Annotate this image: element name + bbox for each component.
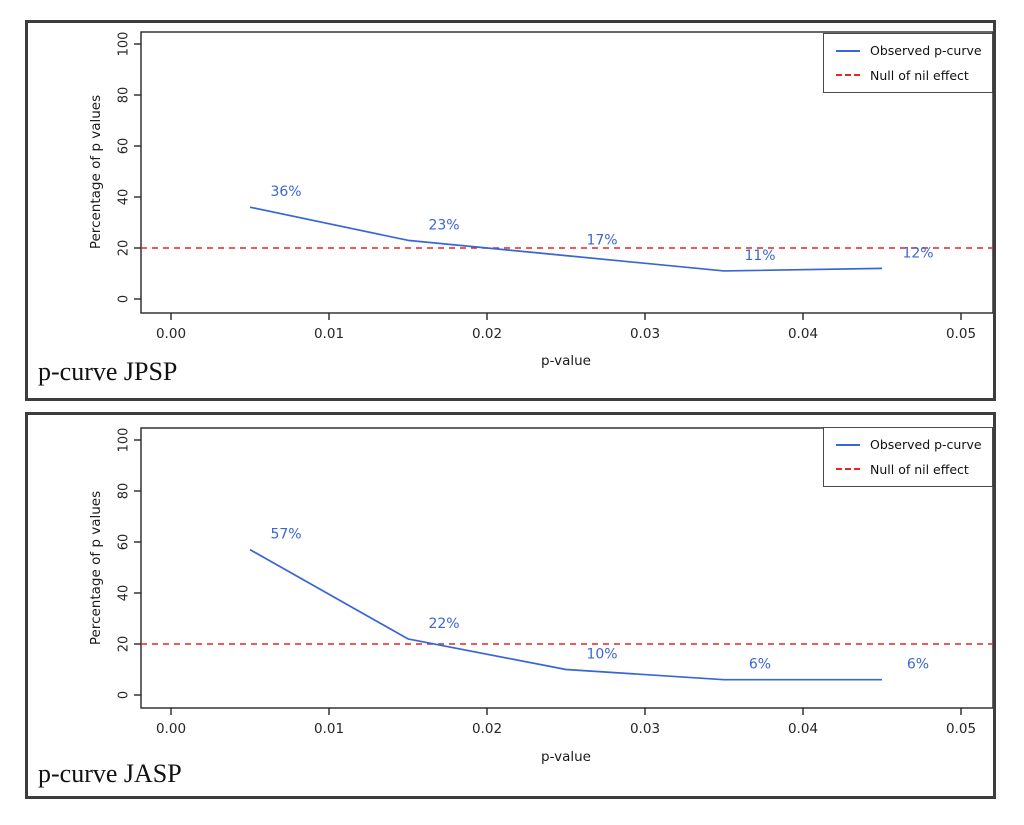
legend-item-null: Null of nil effect	[836, 68, 992, 83]
plot-box	[140, 427, 993, 709]
y-tick-label: 20	[117, 636, 132, 653]
x-tick-label: 0.03	[630, 326, 660, 342]
chart-panel-jasp: 0 20 40 60 80 100 0.00 0.01 0.02 0.03 0.04 0.05 57% 2…	[25, 412, 996, 799]
chart-panel-jpsp: 0 20 40 60 80 100 0.00 0.01 0.02 0.03 0.04 0.05 36% 2…	[25, 20, 996, 401]
data-point-label: 17%	[586, 233, 617, 249]
x-tick-label: 0.00	[156, 721, 186, 737]
x-tick-label: 0.05	[946, 326, 976, 342]
data-point-label: 23%	[428, 217, 459, 233]
x-tick-label: 0.02	[472, 721, 502, 737]
legend-item-observed: Observed p-curve	[836, 437, 992, 452]
x-tick-label: 0.01	[314, 326, 344, 342]
plot-box	[140, 31, 993, 314]
data-point-label: 36%	[270, 184, 301, 200]
data-point-label: 10%	[586, 647, 617, 663]
observed-p-curve-line	[249, 206, 883, 272]
x-axis-title: p-value	[541, 749, 591, 765]
legend-label-null: Null of nil effect	[870, 461, 969, 477]
null-line-swatch	[836, 468, 860, 471]
data-point-label: 22%	[428, 616, 459, 632]
y-tick-label: 100	[117, 32, 132, 57]
legend-label-observed: Observed p-curve	[870, 437, 982, 453]
p-curve-chart-jasp: 0 20 40 60 80 100 0.00 0.01 0.02 0.03 0.04 0.05 57% 2…	[117, 427, 993, 737]
data-point-label: 12%	[902, 245, 933, 261]
y-tick-label: 100	[117, 428, 132, 453]
x-tick-label: 0.04	[788, 326, 818, 342]
data-point-label: 11%	[744, 248, 775, 264]
y-tick-label: 60	[117, 138, 132, 155]
y-tick-label: 80	[117, 483, 132, 500]
x-tick-label: 0.02	[472, 326, 502, 342]
y-tick-label: 60	[117, 534, 132, 551]
y-tick-label: 0	[117, 295, 132, 303]
x-tick-label: 0.03	[630, 721, 660, 737]
observed-line-swatch	[836, 49, 860, 52]
y-tick-label: 0	[117, 691, 132, 699]
x-tick-label: 0.04	[788, 721, 818, 737]
null-line-swatch	[836, 74, 860, 77]
legend: Observed p-curve Null of nil effect	[823, 33, 993, 93]
y-tick-label: 40	[117, 585, 132, 602]
y-tick-label: 80	[117, 87, 132, 104]
legend-label-null: Null of nil effect	[870, 67, 969, 83]
observed-p-curve-line	[249, 548, 882, 681]
legend-item-observed: Observed p-curve	[836, 43, 992, 58]
p-curve-chart-jpsp: 0 20 40 60 80 100 0.00 0.01 0.02 0.03 0.04 0.05 36% 2…	[117, 31, 993, 342]
x-axis-title: p-value	[541, 353, 591, 369]
legend-item-null: Null of nil effect	[836, 462, 992, 477]
data-point-label: 57%	[270, 527, 301, 543]
y-tick-label: 20	[117, 240, 132, 257]
x-tick-label: 0.01	[314, 721, 344, 737]
x-tick-label: 0.00	[156, 326, 186, 342]
chart-caption: p-curve JPSP	[38, 357, 178, 386]
y-axis-title: Percentage of p values	[88, 490, 104, 646]
y-axis-title: Percentage of p values	[88, 94, 104, 250]
data-point-label: 6%	[907, 657, 929, 673]
data-point-label: 6%	[749, 657, 771, 673]
legend-label-observed: Observed p-curve	[870, 43, 982, 59]
y-tick-label: 40	[117, 189, 132, 206]
observed-line-swatch	[836, 443, 860, 446]
legend: Observed p-curve Null of nil effect	[823, 427, 993, 487]
chart-caption: p-curve JASP	[38, 759, 182, 788]
x-tick-label: 0.05	[946, 721, 976, 737]
